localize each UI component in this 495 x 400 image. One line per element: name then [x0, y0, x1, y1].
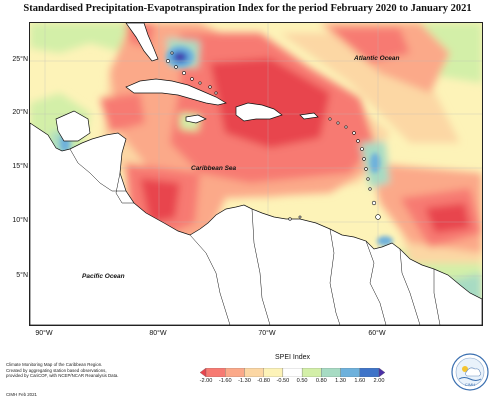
atlantic-ocean-label: Atlantic Ocean: [354, 55, 400, 62]
svg-text:CIMH: CIMH: [465, 382, 475, 387]
lat-label-20n: 20°N: [12, 109, 28, 116]
legend-tick-label: 2.00: [373, 378, 385, 384]
legend-swatch: [244, 368, 264, 377]
legend-swatch: [321, 368, 341, 377]
florida-outline: [125, 23, 159, 62]
credit-date: CIMH Feb 2021: [6, 392, 37, 397]
legend-tick-label: 1.30: [335, 378, 346, 384]
lat-label-5n: 5°N: [16, 272, 28, 279]
spei-map: [30, 23, 482, 325]
legend-swatch: [340, 368, 360, 377]
lon-label-90w: 90°W: [35, 330, 53, 337]
credit-line: provided by CariCOF, with NCEP/NCAR Rean…: [6, 373, 119, 379]
legend-tick-label: 1.60: [354, 378, 366, 384]
lon-label-60w: 60°W: [368, 330, 386, 337]
lat-label-10n: 10°N: [12, 217, 28, 224]
credit-line: Created by aggregating station based obs…: [6, 367, 107, 373]
land-masses: [30, 122, 482, 325]
map-frame: Atlantic Ocean Caribbean Sea Pacific Oce…: [29, 22, 483, 326]
legend-swatch: [359, 368, 380, 377]
legend-swatch: [301, 368, 322, 377]
country-borders: [69, 148, 441, 325]
map-title: Standardised Precipitation-Evapotranspir…: [23, 3, 472, 14]
legend-swatch: [205, 368, 226, 377]
cimh-logo: CIMH: [451, 353, 489, 391]
yucatan-outline: [55, 110, 91, 142]
pacific-ocean-label: Pacific Ocean: [82, 273, 125, 280]
legend-swatch: [378, 368, 385, 377]
legend-swatch: [282, 368, 303, 377]
legend-swatch: [200, 368, 207, 377]
legend-colorbar: [200, 368, 385, 377]
legend-tick-label: 0.50: [296, 378, 308, 384]
legend-ticks: -2.00 -1.60 -1.30 -0.80 -0.50 0.50 0.80 1.30 1.6…: [200, 378, 385, 388]
lat-label-15n: 15°N: [12, 163, 28, 170]
lon-label-70w: 70°W: [258, 330, 276, 337]
caribbean-sea-label: Caribbean Sea: [191, 165, 237, 172]
lesser-antilles-islands: [288, 117, 381, 221]
credit-text: Climate Monitoring Map of the Caribbean …: [6, 362, 166, 379]
lon-label-80w: 80°W: [149, 330, 167, 337]
legend-tick-label: -1.60: [218, 378, 232, 384]
bahamas-islands: [166, 51, 218, 95]
jamaica-outline: [185, 114, 207, 124]
legend-title: SPEI Index: [274, 354, 311, 361]
cuba-outline: [125, 78, 227, 106]
legend-swatch: [225, 368, 245, 377]
hispaniola-outline: [235, 102, 283, 122]
puerto-rico-outline: [299, 112, 319, 120]
legend-tick-label: -0.50: [276, 378, 290, 384]
credit-line: Climate Monitoring Map of the Caribbean …: [6, 362, 103, 367]
legend-tick-label: 0.80: [315, 378, 327, 384]
lat-label-25n: 25°N: [12, 56, 28, 63]
legend-tick-label: -1.30: [238, 378, 251, 384]
legend-tick-label: -2.00: [199, 378, 213, 384]
legend-tick-label: -0.80: [257, 378, 271, 384]
legend-swatch: [263, 368, 284, 377]
